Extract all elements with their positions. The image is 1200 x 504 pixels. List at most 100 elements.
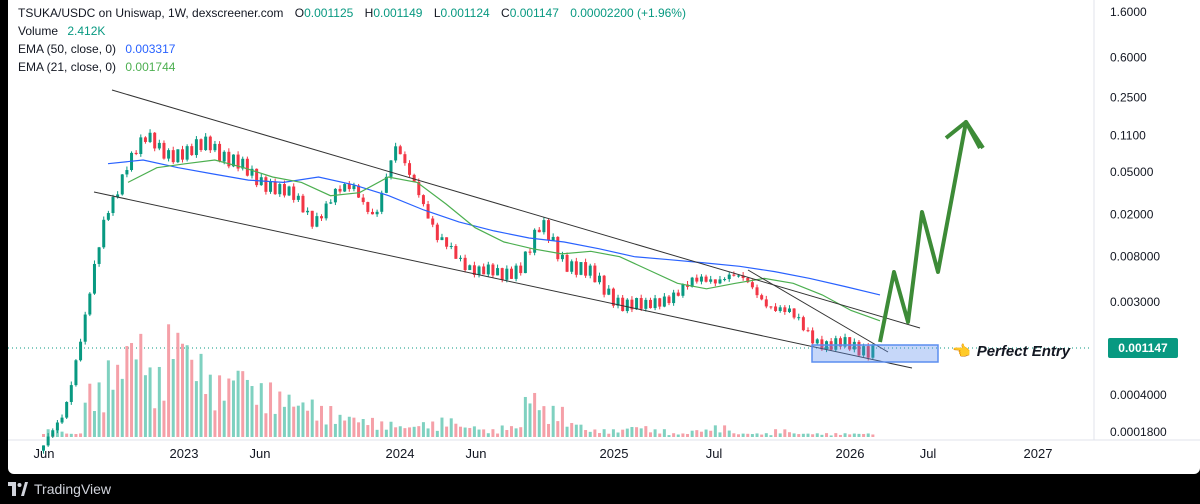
legend-ema50-value: 0.003317: [125, 42, 176, 56]
legend-high: 0.001149: [373, 6, 423, 20]
volume-bar: [343, 420, 347, 437]
candle-body: [593, 265, 597, 283]
footer-bar: TradingView: [0, 474, 1200, 504]
candle-body: [459, 257, 462, 259]
volume-bar: [778, 433, 782, 437]
volume-bar: [486, 433, 490, 437]
volume-bar: [811, 434, 815, 437]
candle-body: [185, 146, 189, 160]
volume-bar: [250, 386, 254, 437]
candle-body: [227, 151, 231, 167]
legend-volume-row[interactable]: Volume 2.412K: [18, 22, 694, 40]
volume-bar: [190, 359, 194, 437]
candle-body: [231, 154, 235, 167]
candle-body: [616, 297, 620, 306]
volume-bar: [723, 425, 727, 437]
candle-body: [42, 445, 45, 451]
candle-body: [866, 346, 870, 358]
volume-bar: [533, 392, 537, 437]
volume-bar: [718, 432, 722, 437]
candle-body: [806, 330, 810, 332]
volume-bar: [426, 428, 430, 437]
candle-body: [509, 268, 513, 279]
volume-bar: [551, 405, 555, 437]
y-tick-label: 0.008000: [1110, 250, 1160, 264]
volume-bar: [838, 434, 842, 437]
volume-bar: [598, 433, 601, 437]
candle-body: [533, 229, 537, 253]
volume-bar: [862, 433, 866, 437]
candle-body: [491, 264, 495, 276]
volume-bar: [741, 433, 745, 437]
candle-body: [834, 338, 838, 350]
candle-body: [547, 220, 551, 241]
volume-bar: [241, 371, 245, 437]
volume-bar: [834, 433, 838, 437]
volume-bar: [843, 433, 847, 437]
volume-bar: [653, 429, 657, 437]
tradingview-brand[interactable]: TradingView: [8, 481, 111, 497]
volume-bar: [315, 420, 319, 437]
candle-body: [713, 279, 717, 284]
volume-bar: [542, 406, 546, 437]
volume-bar: [681, 433, 685, 437]
ema21-line: [127, 159, 881, 322]
projection-arrowhead: [944, 120, 982, 149]
candle-body: [584, 262, 588, 276]
candle-body: [176, 149, 180, 163]
volume-bar: [347, 416, 351, 437]
volume-bar: [746, 433, 750, 437]
candle-body: [287, 186, 291, 196]
legend-low: 0.001124: [440, 6, 490, 20]
volume-bar: [134, 359, 138, 437]
candle-body: [741, 275, 745, 279]
candle-body: [723, 279, 727, 281]
candle-body: [190, 146, 194, 156]
volume-bar: [584, 430, 588, 437]
volume-bar: [389, 421, 393, 437]
legend-volume-value: 2.412K: [67, 24, 106, 38]
candle-body: [306, 210, 310, 213]
volume-bar: [88, 383, 92, 437]
candle-body: [519, 265, 523, 274]
candle-body: [704, 276, 708, 282]
volume-bar: [69, 433, 73, 437]
volume-bar: [435, 430, 439, 437]
volume-bar: [463, 427, 467, 437]
x-tick-label: 2025: [600, 446, 629, 461]
legend-ema21-label: EMA (21, close, 0): [18, 60, 117, 74]
volume-bar: [408, 427, 412, 437]
price-chart[interactable]: 1.6000 0.6000 0.2500 0.1100 0.05000 0.02000 0.…: [8, 0, 1200, 474]
candle-body: [709, 279, 713, 282]
candle-body: [463, 257, 467, 271]
candle-body: [51, 430, 55, 437]
volume-bar: [296, 405, 300, 437]
candle-body: [857, 341, 861, 356]
volume-bar: [130, 343, 134, 437]
candle-body: [315, 216, 319, 227]
ema50-line: [107, 159, 881, 296]
candle-body: [695, 277, 699, 282]
candle-body: [482, 266, 486, 275]
volume-bar: [528, 403, 532, 437]
volume-bar: [690, 430, 694, 437]
candle-body: [750, 282, 754, 288]
volume-bar: [713, 425, 717, 437]
candle-body: [343, 184, 347, 192]
volume-bar: [704, 429, 708, 437]
volume-bar: [222, 400, 226, 437]
legend-ema21-row[interactable]: EMA (21, close, 0) 0.001744: [18, 58, 694, 76]
x-tick-label: 2023: [170, 446, 199, 461]
legend-ema50-row[interactable]: EMA (50, close, 0) 0.003317: [18, 40, 694, 58]
volume-bar: [547, 423, 551, 437]
legend-ema21-value: 0.001744: [125, 60, 176, 74]
entry-zone-box: [811, 344, 939, 363]
chart-panel[interactable]: 1.6000 0.6000 0.2500 0.1100 0.05000 0.02000 0.…: [8, 0, 1200, 474]
volume-bar: [509, 426, 513, 437]
volume-bar: [852, 433, 856, 437]
volume-bar: [74, 434, 78, 437]
volume-bar: [282, 406, 286, 437]
volume-bar: [440, 417, 444, 437]
volume-bar: [375, 429, 379, 437]
volume-bar: [370, 417, 374, 437]
